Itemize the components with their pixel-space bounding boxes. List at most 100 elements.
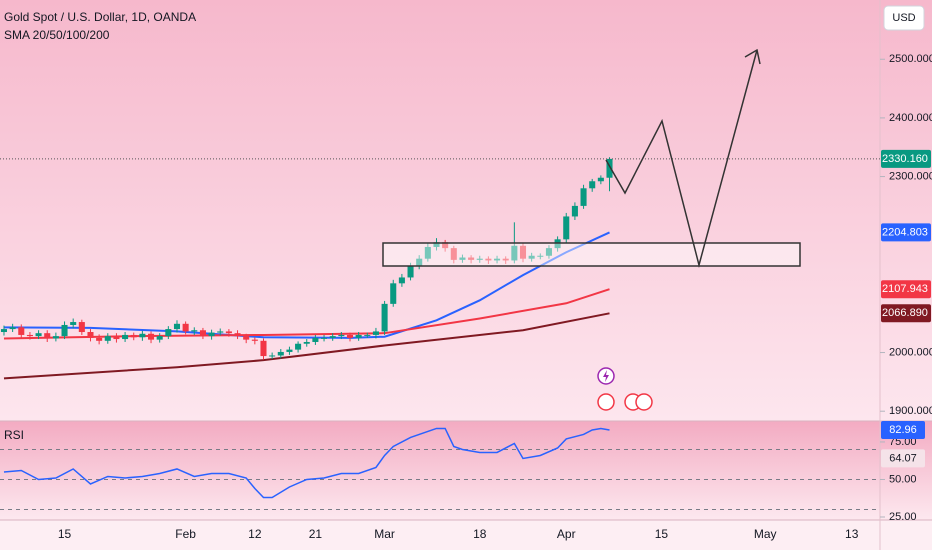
indicator-label: SMA 20/50/100/200 bbox=[4, 28, 110, 42]
main-pane bbox=[0, 0, 932, 421]
candle-body bbox=[511, 245, 518, 261]
candle-body bbox=[18, 327, 25, 335]
candle-body bbox=[286, 349, 293, 352]
candle-body bbox=[321, 337, 328, 339]
candle-body bbox=[225, 331, 232, 334]
rsi-tick-label: 25.00 bbox=[889, 511, 917, 523]
y-tick-label: 2500.000 bbox=[889, 53, 932, 65]
candle-body bbox=[372, 331, 379, 335]
rsi-badge bbox=[881, 421, 925, 440]
candle-body bbox=[113, 336, 120, 340]
zone-box bbox=[382, 242, 801, 267]
candle-body bbox=[606, 158, 613, 178]
candle-body bbox=[450, 248, 457, 260]
y-tick-label: 2400.000 bbox=[889, 112, 932, 124]
sma-line bbox=[3, 312, 610, 380]
arrow-head bbox=[744, 48, 761, 65]
candle-body bbox=[338, 334, 345, 337]
candle-body bbox=[571, 205, 578, 217]
event-icon[interactable] bbox=[635, 393, 653, 411]
candle-body bbox=[528, 255, 535, 259]
candle-body bbox=[519, 245, 527, 259]
candle-body bbox=[589, 181, 596, 189]
candle-body bbox=[295, 343, 302, 350]
candle-body bbox=[502, 258, 509, 261]
candle-body bbox=[217, 331, 224, 333]
candle-body bbox=[303, 341, 310, 344]
candle-body bbox=[87, 332, 94, 338]
candle-body bbox=[199, 330, 206, 337]
path-drawing bbox=[605, 49, 758, 268]
candle-body bbox=[61, 324, 68, 337]
plot: 15 Feb 12 21 Mar 18 Apr 15 May 13 2500.000 2400.000… bbox=[0, 53, 932, 541]
x-tick-label: May bbox=[754, 527, 777, 541]
x-tick-label: Feb bbox=[175, 527, 196, 541]
candle-body bbox=[251, 339, 258, 341]
price-badge-label: 2204.803 bbox=[882, 226, 928, 238]
currency-button[interactable] bbox=[883, 5, 925, 31]
candle-body bbox=[277, 351, 284, 356]
price-badge bbox=[881, 149, 931, 168]
candle-body bbox=[424, 246, 431, 259]
rsi-line bbox=[3, 427, 610, 499]
price-badge-label: 2066.890 bbox=[882, 307, 928, 319]
rsi-ma-label: 64.07 bbox=[889, 452, 917, 464]
lightning bbox=[603, 370, 609, 382]
y-tick-label: 2000.000 bbox=[889, 346, 932, 358]
y-tick-label: 1900.000 bbox=[889, 405, 932, 417]
candle-body bbox=[355, 334, 362, 338]
candle-body bbox=[70, 322, 77, 325]
candle-body bbox=[459, 257, 466, 260]
candle-body bbox=[243, 336, 250, 340]
x-tick-label: Apr bbox=[557, 527, 576, 541]
candle-body bbox=[234, 333, 241, 337]
candle-body bbox=[364, 334, 371, 336]
candle-body bbox=[433, 242, 440, 247]
rsi-pane bbox=[0, 421, 932, 520]
candle-body bbox=[545, 248, 552, 256]
candle-body bbox=[260, 340, 267, 357]
candle-body bbox=[390, 283, 397, 304]
candle-body bbox=[104, 336, 111, 341]
candle-body bbox=[407, 265, 414, 278]
rsi-ma-badge bbox=[881, 449, 925, 468]
x-tick-label: 18 bbox=[473, 527, 487, 541]
price-badge bbox=[881, 304, 931, 323]
candle-body bbox=[476, 258, 483, 260]
x-tick-label: Mar bbox=[374, 527, 395, 541]
x-tick-label: 21 bbox=[309, 527, 323, 541]
event-icon[interactable] bbox=[597, 393, 615, 411]
x-tick-label: 13 bbox=[845, 527, 859, 541]
candle-body bbox=[9, 327, 16, 330]
price-badge-label: 2330.160 bbox=[882, 153, 928, 165]
candle-body bbox=[96, 337, 103, 341]
candle-body bbox=[156, 336, 163, 340]
candle-body bbox=[122, 334, 129, 340]
currency-label[interactable]: USD bbox=[892, 12, 915, 24]
x-tick-label: 15 bbox=[655, 527, 669, 541]
candle-body bbox=[173, 323, 181, 330]
candle-body bbox=[597, 177, 604, 182]
candle-body bbox=[148, 333, 155, 340]
candle-body bbox=[312, 337, 319, 342]
candle-body bbox=[191, 330, 198, 332]
rsi-label: RSI bbox=[4, 428, 24, 442]
candle-body bbox=[416, 258, 423, 266]
price-badge-label: 2107.943 bbox=[882, 283, 928, 295]
candle-body bbox=[485, 258, 492, 261]
candle-body bbox=[537, 255, 544, 257]
candle-body bbox=[182, 323, 189, 332]
candle-body bbox=[468, 257, 475, 260]
x-tick-label: 12 bbox=[248, 527, 262, 541]
price-badge bbox=[881, 280, 931, 299]
candle-body bbox=[346, 334, 354, 338]
chart-title: Gold Spot / U.S. Dollar, 1D, OANDA bbox=[4, 10, 196, 24]
candle-body bbox=[494, 258, 501, 261]
candle-body bbox=[0, 329, 8, 333]
candle-body bbox=[269, 355, 276, 357]
candle-body bbox=[130, 334, 137, 338]
price-badge bbox=[881, 223, 931, 242]
candle-body bbox=[580, 188, 587, 206]
y-tick-label: 2300.000 bbox=[889, 170, 932, 182]
